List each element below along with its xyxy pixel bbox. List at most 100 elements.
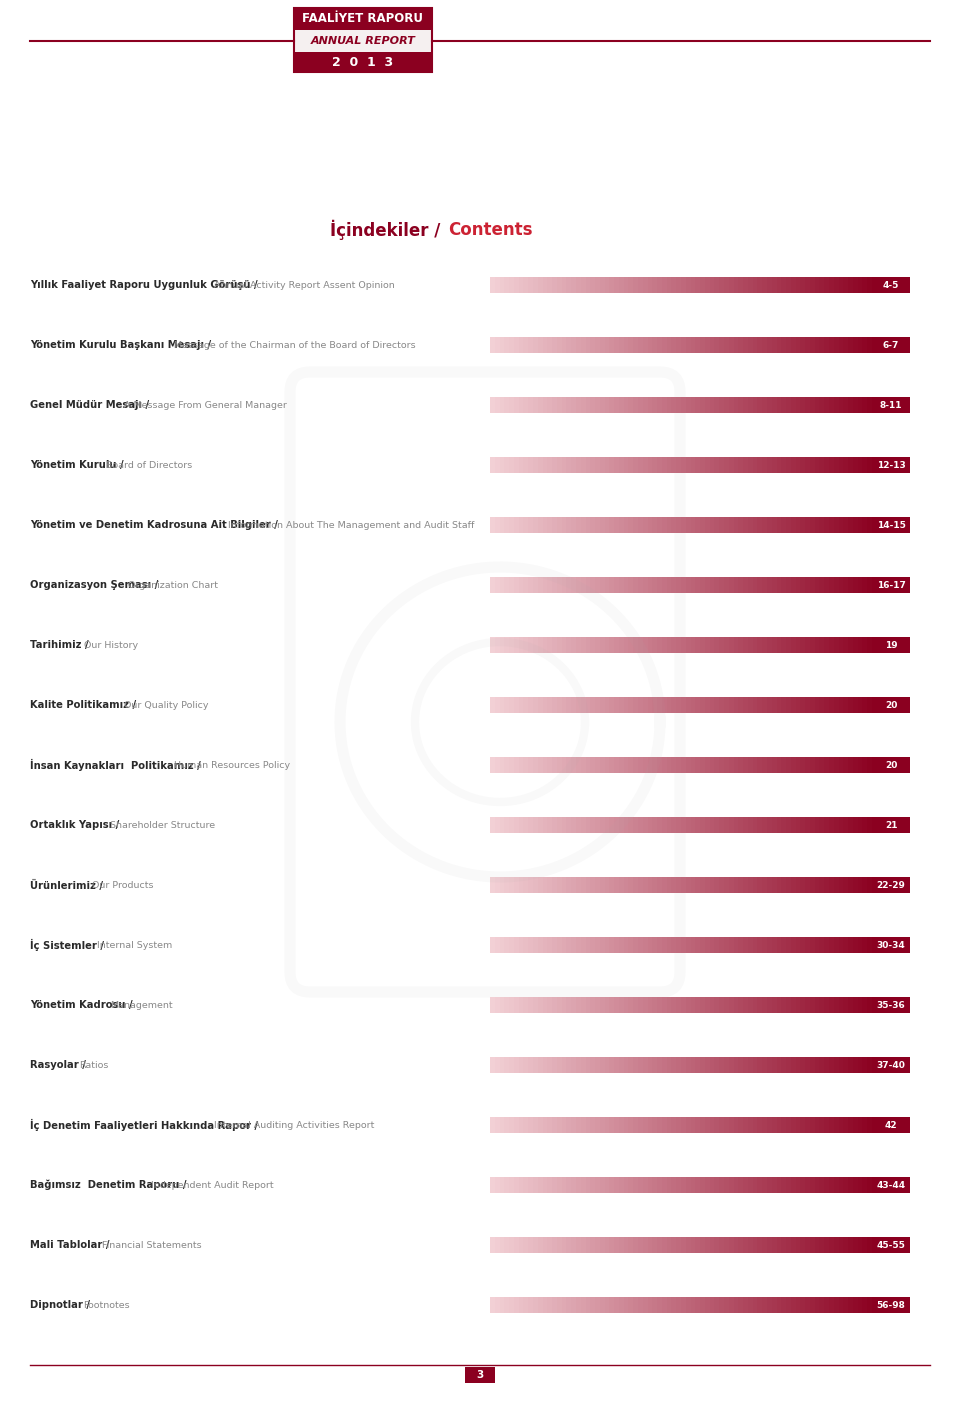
Bar [523, 517, 528, 533]
Bar [781, 278, 786, 293]
Bar [843, 697, 848, 714]
Text: A Message From General Manager: A Message From General Manager [124, 401, 287, 409]
Bar [658, 517, 661, 533]
Bar [781, 1057, 786, 1073]
Bar [661, 757, 666, 773]
Bar [590, 1178, 595, 1193]
Bar [810, 1237, 815, 1253]
Bar [681, 397, 685, 414]
Bar [690, 457, 695, 472]
Bar [590, 937, 595, 953]
Bar [738, 1178, 743, 1193]
Bar [743, 397, 748, 414]
Bar [610, 1178, 614, 1193]
Bar [661, 517, 666, 533]
Bar [528, 457, 533, 472]
Bar [753, 578, 757, 593]
Bar [825, 1297, 829, 1314]
Bar [661, 1237, 666, 1253]
Bar [590, 578, 595, 593]
Bar [772, 1237, 777, 1253]
Bar [685, 578, 690, 593]
Bar [786, 517, 791, 533]
Bar [767, 1237, 772, 1253]
Bar [743, 757, 748, 773]
Bar [643, 397, 648, 414]
Bar [681, 997, 685, 1014]
Bar [571, 1117, 576, 1133]
Bar [518, 937, 523, 953]
Bar [767, 578, 772, 593]
Text: 2  0  1  3: 2 0 1 3 [332, 56, 394, 69]
Bar [829, 997, 834, 1014]
Bar [714, 1117, 719, 1133]
Bar [843, 1297, 848, 1314]
Text: Yönetim Kurulu /: Yönetim Kurulu / [30, 460, 124, 470]
Bar [748, 1057, 753, 1073]
Bar [738, 1057, 743, 1073]
Bar [843, 997, 848, 1014]
Bar [581, 278, 586, 293]
Bar [499, 517, 504, 533]
Bar [685, 817, 690, 833]
Bar [562, 1178, 566, 1193]
Bar [834, 278, 839, 293]
Bar [562, 878, 566, 893]
Bar [528, 336, 533, 353]
Bar [634, 937, 638, 953]
Bar [552, 878, 557, 893]
Bar [685, 1117, 690, 1133]
Bar [552, 1237, 557, 1253]
Bar [805, 757, 810, 773]
Bar [805, 1057, 810, 1073]
Bar [695, 1117, 700, 1133]
Bar [857, 937, 862, 953]
Bar [729, 1117, 733, 1133]
Bar [552, 1117, 557, 1133]
Bar [796, 1057, 801, 1073]
Bar [796, 1117, 801, 1133]
Bar [738, 757, 743, 773]
Bar [600, 1237, 605, 1253]
Bar [705, 1057, 709, 1073]
Bar [733, 697, 738, 714]
Bar [820, 697, 825, 714]
Bar [748, 517, 753, 533]
Bar [653, 878, 658, 893]
Bar [815, 278, 820, 293]
Bar [700, 278, 705, 293]
Bar [820, 1297, 825, 1314]
Bar [753, 1117, 757, 1133]
Bar [581, 817, 586, 833]
Bar [786, 1178, 791, 1193]
Bar [829, 336, 834, 353]
Text: FAALİYET RAPORU: FAALİYET RAPORU [302, 13, 423, 25]
Text: Contents: Contents [448, 222, 533, 238]
Bar [671, 1117, 676, 1133]
Bar [658, 697, 661, 714]
Bar [729, 517, 733, 533]
Bar [533, 1117, 538, 1133]
Bar [490, 757, 494, 773]
Bar [586, 697, 590, 714]
Bar [791, 1178, 796, 1193]
Bar [757, 878, 762, 893]
Bar [676, 1297, 681, 1314]
Bar [619, 1178, 624, 1193]
Bar [791, 1117, 796, 1133]
Bar [825, 517, 829, 533]
Bar [605, 397, 610, 414]
Bar [700, 937, 705, 953]
Bar [762, 937, 767, 953]
Bar [490, 878, 494, 893]
Bar [528, 757, 533, 773]
Text: İçindekiler /: İçindekiler / [329, 220, 440, 240]
Bar [872, 817, 910, 833]
Bar [509, 817, 514, 833]
Bar [504, 578, 509, 593]
Bar [810, 637, 815, 653]
Bar [595, 578, 600, 593]
Bar [634, 1297, 638, 1314]
Bar [714, 878, 719, 893]
Bar [829, 517, 834, 533]
